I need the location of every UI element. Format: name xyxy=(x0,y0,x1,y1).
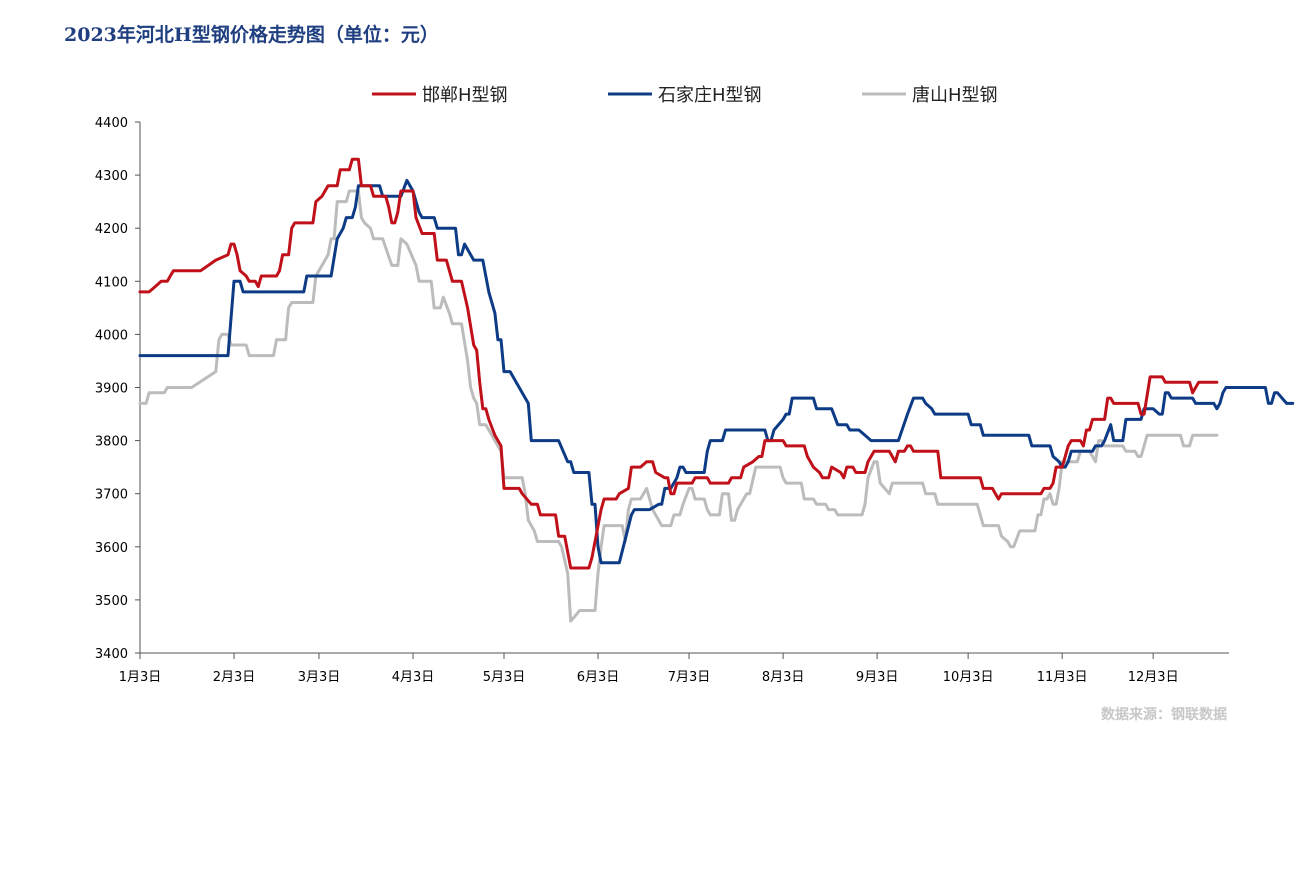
y-tick-label: 4200 xyxy=(95,222,128,237)
y-tick-label: 3700 xyxy=(95,488,128,503)
series-line-0 xyxy=(138,157,1219,570)
x-tick-label: 8月3日 xyxy=(762,670,805,685)
y-tick-label: 4300 xyxy=(95,169,128,184)
y-tick-label: 4000 xyxy=(95,328,128,343)
legend-label: 石家庄H型钢 xyxy=(658,85,762,106)
y-tick-label: 3500 xyxy=(95,594,128,609)
chart-series xyxy=(138,157,1295,623)
y-tick-label: 4100 xyxy=(95,275,128,290)
y-tick-label: 3800 xyxy=(95,435,128,450)
x-tick-label: 9月3日 xyxy=(856,670,899,685)
series-line-2 xyxy=(138,189,1219,623)
legend-label: 唐山H型钢 xyxy=(912,85,998,106)
y-tick-label: 3600 xyxy=(95,541,128,556)
legend-label: 邯郸H型钢 xyxy=(422,85,508,106)
chart-axes: 3400 3500 3600 3700 3800 3900 4000 4100 4200 4300… xyxy=(95,116,1229,685)
x-tick-label: 6月3日 xyxy=(577,670,620,685)
y-tick-label: 3400 xyxy=(95,647,128,662)
legend-item-0: 邯郸H型钢 xyxy=(372,85,508,106)
legend-item-1: 石家庄H型钢 xyxy=(608,85,762,106)
y-tick-label: 3900 xyxy=(95,382,128,397)
x-tick-label: 1月3日 xyxy=(119,670,162,685)
data-source-note: 数据来源：钢联数据 xyxy=(1101,707,1227,723)
legend-item-2: 唐山H型钢 xyxy=(862,85,998,106)
y-tick-label: 4400 xyxy=(95,116,128,131)
x-tick-label: 4月3日 xyxy=(392,670,435,685)
series-line-1 xyxy=(138,178,1295,565)
x-tick-label: 5月3日 xyxy=(483,670,526,685)
legend: 邯郸H型钢 石家庄H型钢 唐山H型钢 xyxy=(372,85,998,106)
x-tick-label: 3月3日 xyxy=(298,670,341,685)
x-tick-label: 10月3日 xyxy=(943,670,994,685)
x-tick-label: 2月3日 xyxy=(213,670,256,685)
x-tick-label: 11月3日 xyxy=(1037,670,1088,685)
x-tick-label: 12月3日 xyxy=(1128,670,1179,685)
x-tick-label: 7月3日 xyxy=(668,670,711,685)
chart-title: 2023年河北H型钢价格走势图（单位：元） xyxy=(64,24,439,46)
